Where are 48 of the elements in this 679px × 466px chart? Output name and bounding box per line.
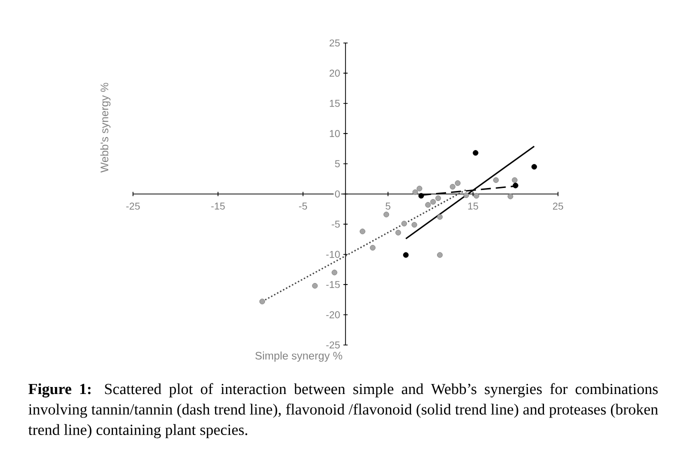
point — [508, 194, 514, 200]
point — [512, 182, 518, 188]
point — [360, 228, 366, 234]
y-tick-label: -15 — [326, 281, 340, 288]
point — [425, 202, 431, 208]
y-tick-label: -25 — [326, 341, 340, 349]
x-axis-title: Simple synergy % — [255, 352, 342, 362]
point — [531, 164, 538, 170]
x-tick-label: 5 — [386, 202, 390, 210]
point — [370, 244, 376, 251]
x-tick-label: -25 — [126, 202, 140, 210]
point — [259, 298, 266, 304]
point — [493, 177, 499, 183]
point — [403, 252, 409, 258]
point — [437, 214, 443, 220]
point — [416, 186, 422, 192]
point — [332, 270, 338, 276]
point — [472, 150, 478, 156]
x-tick-label: -15 — [211, 202, 225, 210]
point — [312, 282, 318, 289]
point — [454, 180, 461, 186]
x-tick-label: -5 — [299, 202, 308, 210]
point — [412, 222, 418, 228]
y-tick-label: -5 — [332, 220, 340, 228]
y-axis-title: Webb's synergy % — [100, 82, 110, 173]
point — [437, 252, 443, 258]
point — [384, 212, 390, 218]
point — [435, 195, 441, 202]
text: Figure 1: Scattered plot of interaction between simple and Webb’s synergies for combinations involving tannin/tannin (dash trend line), flavonoid /flavonoid (solid trend line) and proteases (broken trend line) containing plant species. — [28, 383, 658, 438]
point — [401, 220, 407, 226]
point — [463, 192, 470, 198]
y-tick-label: -10 — [326, 250, 340, 258]
point — [512, 177, 518, 183]
y-tick-label: 10 — [330, 130, 340, 138]
y-tick-label: 0 — [335, 190, 340, 198]
y-tick-label: -20 — [326, 311, 340, 318]
point — [418, 192, 424, 199]
point — [450, 184, 456, 190]
x-tick-label: 15 — [468, 202, 478, 210]
y-tick-label: 5 — [335, 160, 340, 168]
y-tick-label: 25 — [330, 39, 340, 47]
point — [430, 199, 436, 205]
point — [474, 192, 480, 199]
point — [395, 230, 402, 236]
y-tick-label: 15 — [330, 100, 340, 107]
y-tick-label: 20 — [330, 70, 340, 77]
x-tick-label: 25 — [552, 202, 564, 210]
point — [412, 189, 418, 195]
